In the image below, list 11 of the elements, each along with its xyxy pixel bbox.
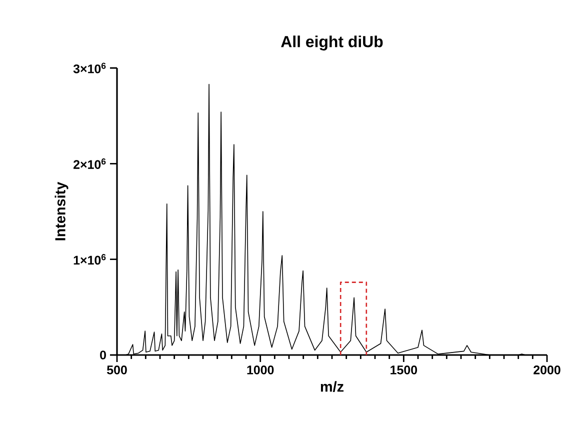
x-tick-label: 500 [107, 366, 127, 374]
x-tick-label: 1500 [390, 366, 418, 374]
x-axis-title: m/z [320, 381, 344, 392]
y-tick-label: 2×10$^{6}$ [74, 158, 106, 169]
chart-title: All eight diUb [281, 36, 383, 50]
x-tick-label: 2000 [534, 366, 560, 374]
y-tick-label: 1×10$^{6}$ [74, 254, 106, 265]
x-tick-label: 1000 [247, 366, 274, 374]
y-tick-label: 3×10$^{6}$ [73, 62, 106, 74]
y-axis-title: Intensity [54, 182, 68, 240]
y-tick-label: 0 [100, 350, 106, 360]
